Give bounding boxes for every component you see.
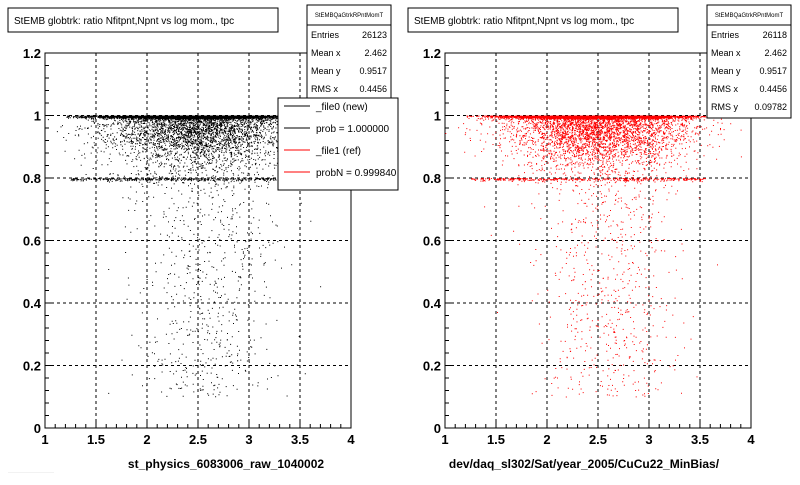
stats-row-label: RMS y — [711, 102, 739, 112]
stats-row-label: Entries — [711, 30, 740, 40]
stats-row-label: RMS x — [311, 84, 339, 94]
left-pad: StEMB globtrk: ratio Nfitpnt,Npnt vs log… — [0, 0, 400, 480]
x-tick-label: 3.5 — [691, 432, 709, 447]
stats-row-label: Mean x — [711, 48, 741, 58]
y-tick-label: 0.8 — [23, 171, 41, 186]
left-stats-name: StEMBQaGtrkRPntMomT — [315, 13, 384, 19]
legend-entry-label: _file0 (new) — [315, 102, 368, 113]
left-legend-frame — [277, 97, 399, 191]
y-tick-label: 0.8 — [423, 171, 441, 186]
stats-row-value: 26118 — [763, 30, 787, 40]
legend-entry-label: probN = 0.999840 — [316, 168, 397, 179]
left-legend-entries: _file0 (new) prob = 1.000000 _file1 (ref) p… — [284, 102, 397, 179]
y-tick-label: 0 — [434, 421, 441, 436]
right-stats-frame — [706, 4, 792, 119]
x-tick-label: 1.5 — [487, 432, 505, 447]
left-axis-ticks: 1 1.5 2 2.5 3 3.5 4 0 0.2 0.4 0.6 0.8 1 1.2 — [23, 46, 355, 447]
right-stats-box: StEMBQaGtrkRPntMomT Entries 26118 Mean x 2.… — [706, 4, 792, 119]
right-chart-title: StEMB globtrk: ratio Nfitpnt,Npnt vs log… — [414, 16, 634, 27]
stats-row-value: 0.4456 — [759, 84, 787, 94]
right-stats-name: StEMBQaGtrkRPntMomT — [715, 13, 784, 19]
right-title-frame — [407, 7, 679, 33]
right-scatter-points — [445, 115, 748, 398]
y-tick-label: 0.4 — [23, 296, 42, 311]
x-tick-label: 1 — [41, 432, 48, 447]
x-tick-label: 3 — [645, 432, 652, 447]
x-tick-label: 1 — [441, 432, 448, 447]
stats-row-value: 0.09782 — [754, 102, 787, 112]
left-stats-rows: Entries 26123 Mean x 2.462 Mean y 0.9517 RMS x… — [311, 30, 387, 94]
x-tick-label: 4 — [347, 432, 355, 447]
y-tick-label: 0 — [34, 421, 41, 436]
stats-row-value: 0.9517 — [759, 66, 787, 76]
left-stats-box: StEMBQaGtrkRPntMomT Entries 26123 Mean x 2.… — [306, 4, 392, 102]
stats-row-label: Mean y — [711, 66, 741, 76]
stats-row-value: 26123 — [362, 30, 387, 40]
stats-row-value: 2.462 — [364, 48, 387, 58]
left-stats-frame — [306, 4, 392, 102]
stats-row-label: RMS x — [711, 84, 739, 94]
right-axis-ticks: 1 1.5 2 2.5 3 3.5 4 0 0.2 0.4 0.6 0.8 1 1.2 — [423, 46, 755, 447]
legend-entry-label: _file1 (ref) — [315, 146, 361, 157]
stats-row-value: 0.4456 — [359, 84, 387, 94]
y-tick-label: 0.6 — [423, 234, 441, 249]
stats-row-value: 2.462 — [764, 48, 787, 58]
right-x-axis-title: dev/daq_sl302/Sat/year_2005/CuCu22_MinBi… — [449, 457, 720, 471]
right-stats-rows: Entries 26118 Mean x 2.462 Mean y 0.9517 RMS x… — [711, 30, 787, 112]
y-tick-label: 0.6 — [23, 234, 41, 249]
y-tick-label: 0.2 — [23, 359, 41, 374]
right-title-box: StEMB globtrk: ratio Nfitpnt,Npnt vs log… — [407, 7, 679, 33]
left-faint-footer-mark: ······················· — [8, 470, 54, 476]
left-x-axis-title: st_physics_6083006_raw_1040002 — [128, 457, 324, 471]
x-tick-label: 4 — [747, 432, 755, 447]
right-pad: StEMB globtrk: ratio Nfitpnt,Npnt vs log… — [400, 0, 800, 480]
scatter-point-cloud — [445, 115, 748, 398]
x-tick-label: 3.5 — [291, 432, 309, 447]
y-tick-label: 1 — [434, 109, 441, 124]
y-tick-label: 1.2 — [423, 46, 441, 61]
y-tick-label: 0.4 — [423, 296, 442, 311]
y-tick-label: 1.2 — [23, 46, 41, 61]
stats-row-label: Entries — [311, 30, 340, 40]
x-tick-label: 3 — [245, 432, 252, 447]
left-legend: _file0 (new) prob = 1.000000 _file1 (ref) p… — [277, 97, 399, 191]
legend-entry-label: prob = 1.000000 — [316, 124, 390, 135]
y-tick-label: 1 — [34, 109, 41, 124]
x-tick-label: 1.5 — [87, 432, 105, 447]
left-chart-title: StEMB globtrk: ratio Nfitpnt,Npnt vs log… — [14, 16, 234, 27]
x-tick-label: 2 — [543, 432, 550, 447]
stats-row-label: Mean y — [311, 66, 341, 76]
y-tick-label: 0.2 — [423, 359, 441, 374]
left-title-box: StEMB globtrk: ratio Nfitpnt,Npnt vs log… — [7, 7, 279, 33]
stats-row-value: 0.9517 — [359, 66, 387, 76]
x-tick-label: 2.5 — [189, 432, 207, 447]
left-title-frame — [7, 7, 279, 33]
stats-row-label: Mean x — [311, 48, 341, 58]
x-tick-label: 2 — [143, 432, 150, 447]
x-tick-label: 2.5 — [589, 432, 607, 447]
